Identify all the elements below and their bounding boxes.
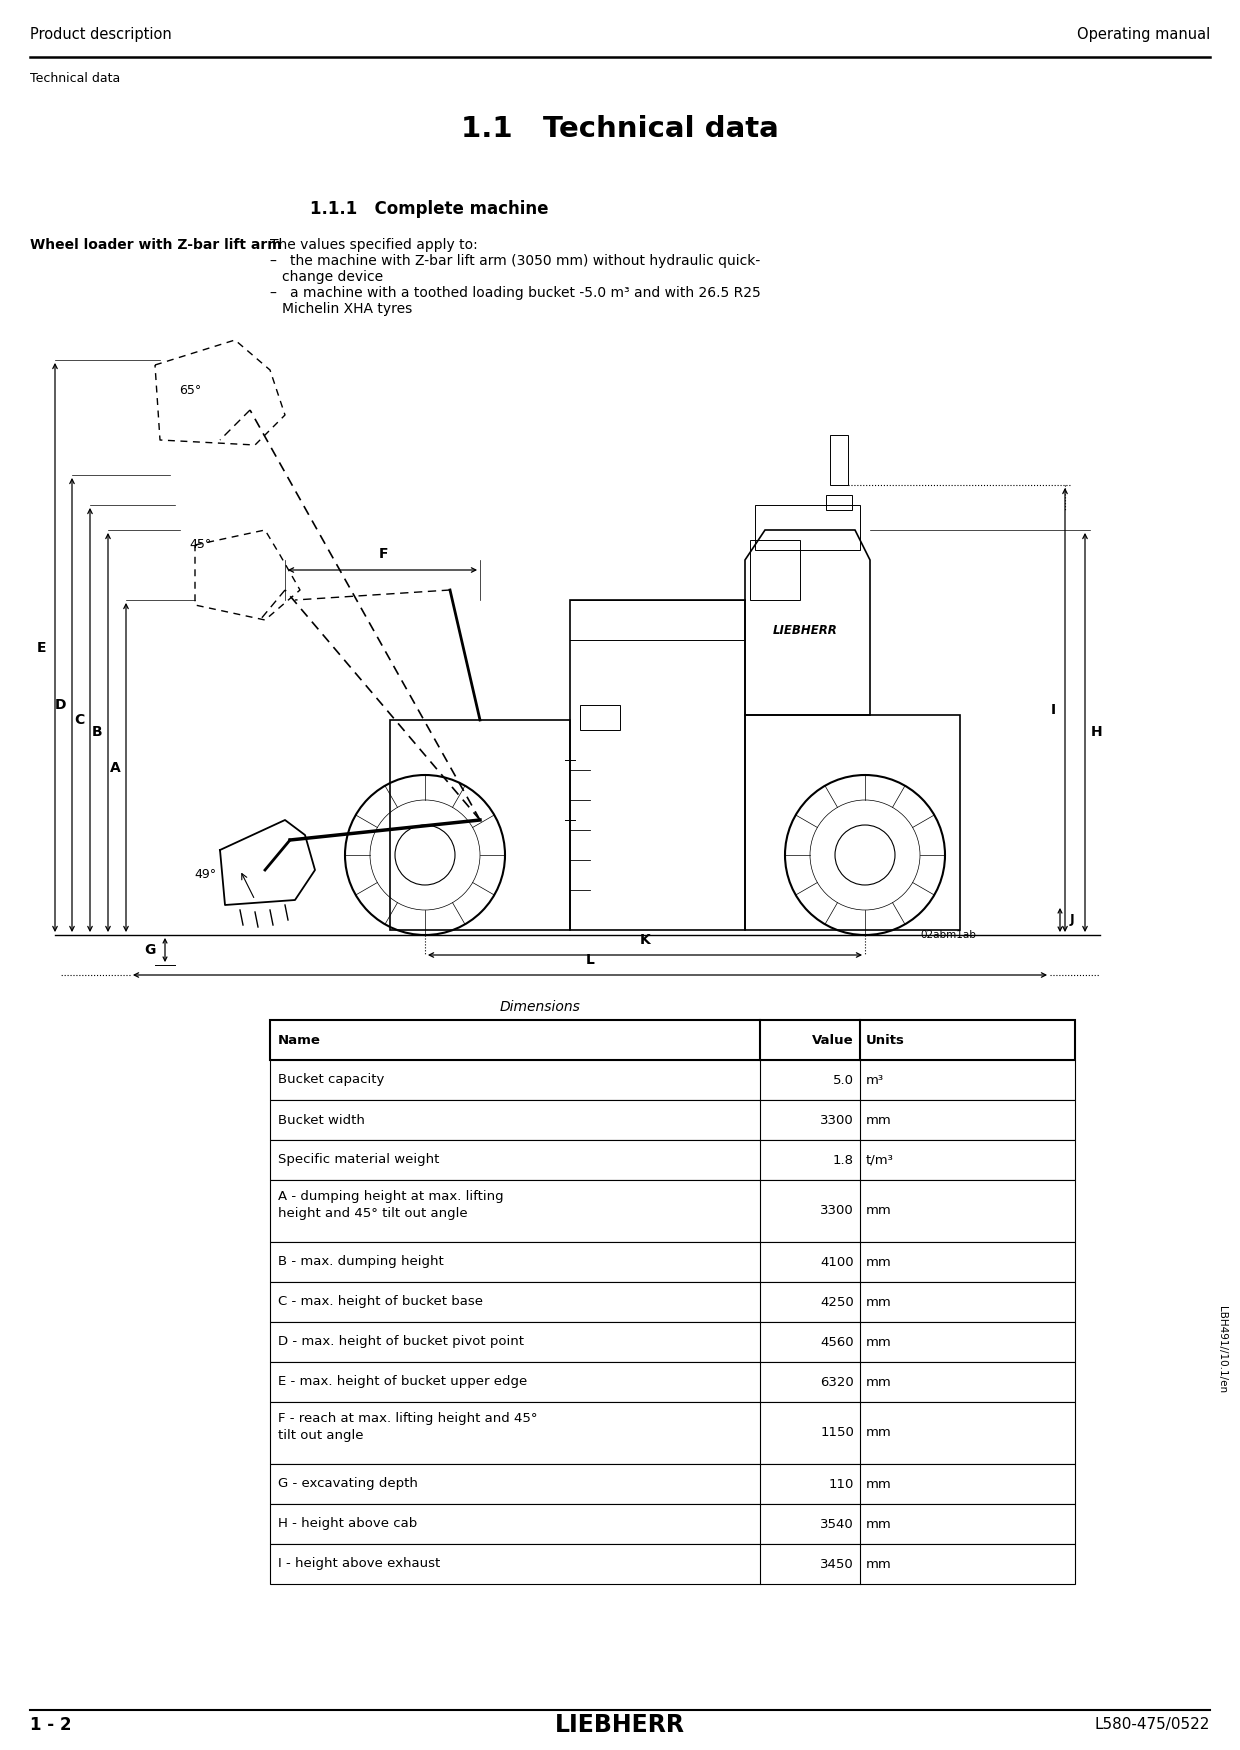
Text: 1150: 1150 [820,1426,854,1440]
Bar [270,1139,1075,1180]
Text: 4250: 4250 [820,1295,854,1309]
Text: 110: 110 [828,1477,854,1491]
Text: Name: Name [278,1034,321,1046]
Text: B - max. dumping height: B - max. dumping height [278,1255,444,1269]
Text: 1.1   Technical data: 1.1 Technical data [461,116,779,144]
Text: G - excavating depth: G - excavating depth [278,1477,418,1491]
Text: F - reach at max. lifting height and 45°: F - reach at max. lifting height and 45° [278,1412,537,1424]
Text: D - max. height of bucket pivot point: D - max. height of bucket pivot point [278,1335,525,1349]
Bar [270,1242,1075,1283]
Text: mm: mm [866,1295,892,1309]
Text: mm: mm [866,1255,892,1269]
Text: Michelin XHA tyres: Michelin XHA tyres [281,303,412,317]
Bar [270,1060,1075,1101]
Text: I: I [1050,704,1055,717]
Text: 3300: 3300 [820,1204,854,1218]
Text: mm: mm [866,1558,892,1570]
Bar [270,1020,1075,1060]
Text: I - height above exhaust: I - height above exhaust [278,1558,440,1570]
Text: C - max. height of bucket base: C - max. height of bucket base [278,1295,484,1309]
Text: Wheel loader with Z-bar lift arm: Wheel loader with Z-bar lift arm [30,238,281,252]
Text: mm: mm [866,1517,892,1531]
Text: 3540: 3540 [820,1517,854,1531]
Text: J: J [1070,914,1075,926]
Text: Technical data: Technical data [30,72,120,86]
Text: F: F [378,548,388,562]
Bar [270,1101,1075,1139]
Text: C: C [74,712,84,726]
Bar [270,1321,1075,1362]
Bar [270,1362,1075,1402]
Text: tilt out angle: tilt out angle [278,1430,363,1442]
Text: L580-475/0522: L580-475/0522 [1095,1717,1210,1732]
Bar [570,600,745,929]
Bar [745,716,960,929]
Text: E - max. height of bucket upper edge: E - max. height of bucket upper edge [278,1376,527,1388]
Text: 3300: 3300 [820,1113,854,1127]
Text: mm: mm [866,1376,892,1388]
Text: L: L [585,954,594,968]
Text: Bucket capacity: Bucket capacity [278,1073,384,1087]
Text: LIEBHERR: LIEBHERR [556,1713,684,1738]
Text: m³: m³ [866,1073,884,1087]
Text: height and 45° tilt out angle: height and 45° tilt out angle [278,1208,467,1220]
Text: 3450: 3450 [820,1558,854,1570]
Bar [826,495,852,509]
Text: 45°: 45° [188,539,211,551]
Text: Specific material weight: Specific material weight [278,1153,439,1167]
Text: LIEBHERR: LIEBHERR [773,623,837,637]
Text: Dimensions: Dimensions [500,999,580,1013]
Bar [750,541,800,600]
Text: 65°: 65° [179,383,201,397]
Text: Operating manual: Operating manual [1076,26,1210,42]
Text: Value: Value [812,1034,854,1046]
Text: A: A [109,761,120,775]
Text: K: K [640,933,650,947]
Text: 5.0: 5.0 [833,1073,854,1087]
Bar [830,436,848,485]
Text: H: H [1091,726,1102,740]
Text: 4100: 4100 [821,1255,854,1269]
Bar [270,1283,1075,1321]
Text: 6320: 6320 [820,1376,854,1388]
Text: mm: mm [866,1113,892,1127]
Text: 4560: 4560 [821,1335,854,1349]
Bar [580,705,620,730]
Text: LBH491//10.1/en: LBH491//10.1/en [1216,1307,1228,1393]
Text: 02abm1ab: 02abm1ab [920,929,976,940]
Bar [270,1180,1075,1242]
Text: H - height above cab: H - height above cab [278,1517,417,1531]
Text: Bucket width: Bucket width [278,1113,365,1127]
Text: B: B [92,726,103,740]
Bar [270,1402,1075,1465]
Text: 1 - 2: 1 - 2 [30,1717,72,1734]
Bar [270,1465,1075,1503]
Text: D: D [56,698,67,712]
Text: G: G [144,943,156,957]
Text: A - dumping height at max. lifting: A - dumping height at max. lifting [278,1190,503,1202]
Text: mm: mm [866,1426,892,1440]
Text: 49°: 49° [193,868,216,882]
Text: E: E [37,640,47,654]
Text: The values specified apply to:: The values specified apply to: [270,238,477,252]
Text: mm: mm [866,1335,892,1349]
Text: Units: Units [866,1034,905,1046]
Text: t/m³: t/m³ [866,1153,894,1167]
Bar [391,719,570,929]
Text: 1.8: 1.8 [833,1153,854,1167]
Bar [755,506,861,550]
Bar [270,1503,1075,1544]
Text: 1.1.1   Complete machine: 1.1.1 Complete machine [310,200,548,219]
Text: –   the machine with Z-bar lift arm (3050 mm) without hydraulic quick-: – the machine with Z-bar lift arm (3050 … [270,254,760,268]
Text: Product description: Product description [30,26,172,42]
Text: change device: change device [281,270,383,284]
Text: mm: mm [866,1477,892,1491]
Text: –   a machine with a toothed loading bucket -5.0 m³ and with 26.5 R25: – a machine with a toothed loading bucke… [270,285,761,299]
Text: mm: mm [866,1204,892,1218]
Bar [270,1544,1075,1584]
